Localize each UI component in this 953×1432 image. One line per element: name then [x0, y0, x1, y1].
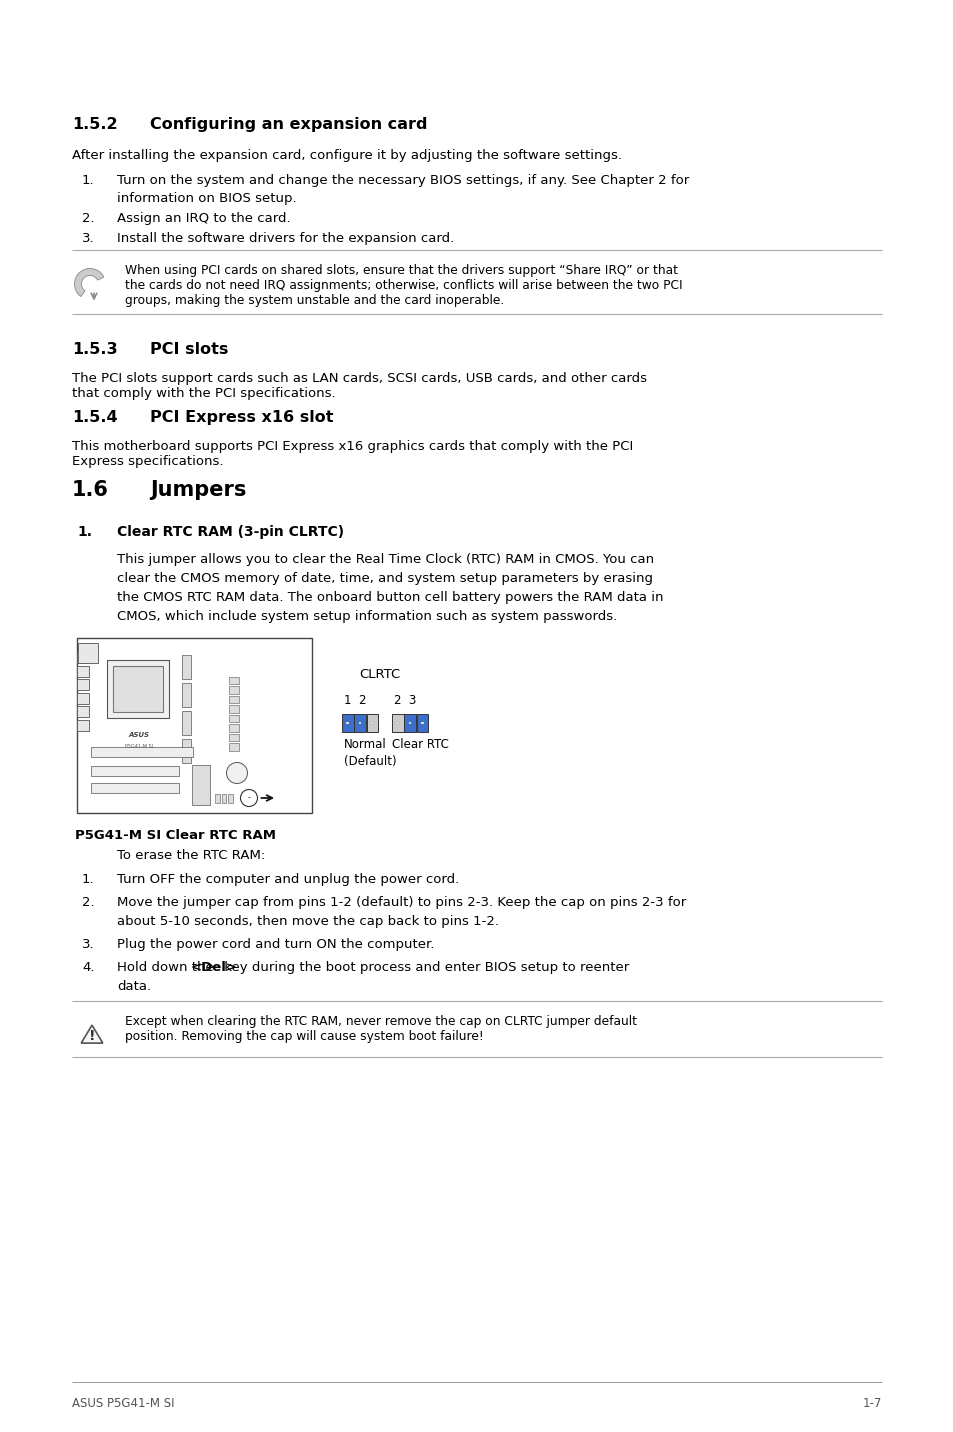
Bar	[91, 748, 193, 758]
Text: CLRTC: CLRTC	[359, 667, 400, 682]
Text: information on BIOS setup.: information on BIOS setup.	[117, 192, 296, 205]
Text: the CMOS RTC RAM data. The onboard button cell battery powers the RAM data in: the CMOS RTC RAM data. The onboard butto…	[117, 591, 662, 604]
Text: This motherboard supports PCI Express x16 graphics cards that comply with the PC: This motherboard supports PCI Express x1…	[71, 440, 633, 468]
Text: Normal: Normal	[344, 737, 386, 750]
Bar	[77, 720, 89, 730]
Polygon shape	[74, 269, 104, 296]
Text: 3.: 3.	[82, 232, 94, 245]
Text: P5G41-M SI Clear RTC RAM: P5G41-M SI Clear RTC RAM	[75, 829, 275, 842]
Bar	[229, 686, 239, 695]
Bar	[341, 715, 354, 732]
Bar	[229, 677, 239, 684]
Text: 1.6: 1.6	[71, 480, 109, 500]
Bar	[392, 715, 403, 732]
Bar	[182, 654, 191, 679]
Text: 1  2: 1 2	[344, 695, 366, 707]
Bar	[404, 715, 416, 732]
Text: Assign an IRQ to the card.: Assign an IRQ to the card.	[117, 212, 291, 225]
Bar	[77, 706, 89, 717]
Text: key during the boot process and enter BIOS setup to reenter: key during the boot process and enter BI…	[220, 961, 629, 974]
Bar	[78, 643, 98, 663]
Text: Jumpers: Jumpers	[150, 480, 246, 500]
Text: (Default): (Default)	[344, 755, 396, 768]
Bar	[91, 766, 179, 776]
Bar	[366, 715, 377, 732]
Bar	[416, 715, 428, 732]
Bar	[354, 715, 365, 732]
Text: Plug the power cord and turn ON the computer.: Plug the power cord and turn ON the comp…	[117, 938, 434, 951]
Bar	[182, 712, 191, 735]
Circle shape	[226, 762, 247, 783]
Text: Turn on the system and change the necessary BIOS settings, if any. See Chapter 2: Turn on the system and change the necess…	[117, 175, 688, 188]
Bar	[77, 666, 89, 677]
Text: 1.5.2: 1.5.2	[71, 117, 117, 132]
Bar	[420, 722, 423, 725]
Bar	[112, 666, 163, 712]
Text: Move the jumper cap from pins 1-2 (default) to pins 2-3. Keep the cap on pins 2-: Move the jumper cap from pins 1-2 (defau…	[117, 896, 685, 909]
Text: To erase the RTC RAM:: To erase the RTC RAM:	[117, 849, 265, 862]
Text: 2  3: 2 3	[394, 695, 416, 707]
Bar	[395, 722, 398, 725]
Bar	[77, 680, 89, 690]
Text: When using PCI cards on shared slots, ensure that the drivers support “Share IRQ: When using PCI cards on shared slots, en…	[125, 263, 682, 306]
Text: 1.5.4: 1.5.4	[71, 410, 117, 425]
Bar	[107, 660, 169, 717]
Bar	[229, 725, 239, 732]
Text: data.: data.	[117, 979, 151, 992]
Text: The PCI slots support cards such as LAN cards, SCSI cards, USB cards, and other : The PCI slots support cards such as LAN …	[71, 372, 646, 400]
Bar	[91, 783, 179, 793]
Text: PCI slots: PCI slots	[150, 342, 228, 357]
Bar	[229, 715, 239, 723]
Text: <Del>: <Del>	[191, 961, 237, 974]
Bar	[229, 706, 239, 713]
Text: Clear RTC: Clear RTC	[392, 737, 449, 750]
Text: Install the software drivers for the expansion card.: Install the software drivers for the exp…	[117, 232, 454, 245]
Text: Except when clearing the RTC RAM, never remove the cap on CLRTC jumper default
p: Except when clearing the RTC RAM, never …	[125, 1015, 637, 1042]
Bar	[214, 795, 220, 803]
Bar	[229, 696, 239, 703]
Bar	[182, 683, 191, 707]
Text: 1.: 1.	[77, 526, 91, 538]
Text: CMOS, which include system setup information such as system passwords.: CMOS, which include system setup informa…	[117, 610, 617, 623]
Bar	[77, 693, 89, 705]
Bar	[77, 639, 312, 813]
Text: ASUS P5G41-M SI: ASUS P5G41-M SI	[71, 1398, 174, 1411]
Text: P5G41-M SI: P5G41-M SI	[125, 745, 152, 749]
Text: 1-7: 1-7	[862, 1398, 882, 1411]
Text: Turn OFF the computer and unplug the power cord.: Turn OFF the computer and unplug the pow…	[117, 874, 458, 886]
Bar	[228, 795, 233, 803]
Circle shape	[240, 789, 257, 806]
Text: !: !	[89, 1030, 95, 1042]
Text: ASUS: ASUS	[129, 732, 150, 737]
Text: -: -	[247, 793, 251, 802]
Text: Configuring an expansion card: Configuring an expansion card	[150, 117, 427, 132]
Text: After installing the expansion card, configure it by adjusting the software sett: After installing the expansion card, con…	[71, 149, 621, 162]
Text: 4.: 4.	[82, 961, 94, 974]
Bar	[182, 739, 191, 763]
Bar	[221, 795, 226, 803]
Bar	[229, 735, 239, 742]
Bar	[192, 765, 210, 805]
Text: 2.: 2.	[82, 212, 94, 225]
Bar	[371, 722, 374, 725]
Text: 1.5.3: 1.5.3	[71, 342, 117, 357]
Text: This jumper allows you to clear the Real Time Clock (RTC) RAM in CMOS. You can: This jumper allows you to clear the Real…	[117, 553, 654, 566]
Text: 1.: 1.	[82, 175, 94, 188]
Text: 1.: 1.	[82, 874, 94, 886]
Text: 3.: 3.	[82, 938, 94, 951]
Text: Hold down the: Hold down the	[117, 961, 218, 974]
Bar	[408, 722, 411, 725]
Text: about 5-10 seconds, then move the cap back to pins 1-2.: about 5-10 seconds, then move the cap ba…	[117, 915, 498, 928]
Bar	[77, 653, 89, 663]
Polygon shape	[81, 1025, 103, 1042]
Text: Clear RTC RAM (3-pin CLRTC): Clear RTC RAM (3-pin CLRTC)	[117, 526, 344, 538]
Bar	[358, 722, 361, 725]
Text: PCI Express x16 slot: PCI Express x16 slot	[150, 410, 334, 425]
Text: 2.: 2.	[82, 896, 94, 909]
Bar	[229, 743, 239, 750]
Bar	[346, 722, 349, 725]
Text: clear the CMOS memory of date, time, and system setup parameters by erasing: clear the CMOS memory of date, time, and…	[117, 571, 652, 586]
